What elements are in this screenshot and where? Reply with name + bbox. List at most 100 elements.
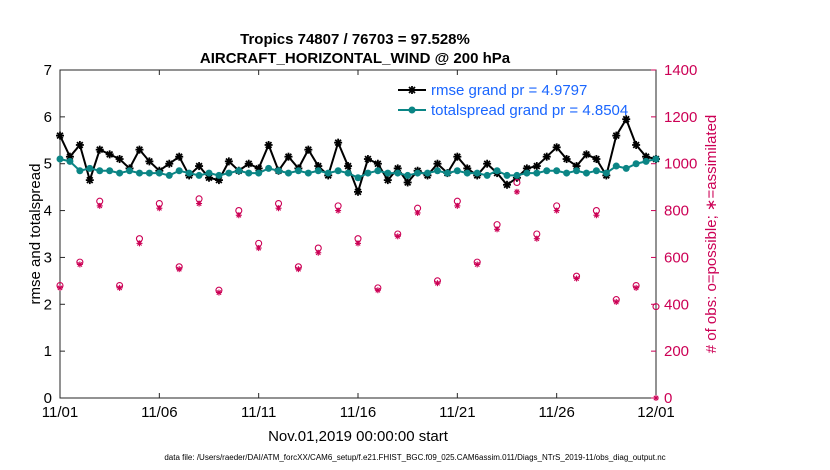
data-point bbox=[553, 167, 561, 175]
data-point bbox=[612, 162, 620, 170]
data-point bbox=[224, 157, 233, 166]
data-point bbox=[196, 200, 203, 207]
data-point bbox=[235, 212, 242, 219]
data-point bbox=[632, 160, 640, 168]
data-point bbox=[76, 167, 84, 175]
data-point bbox=[304, 169, 312, 177]
x-tick-label: 11/06 bbox=[141, 404, 177, 421]
data-point bbox=[364, 169, 372, 177]
y-right-tick-label: 1400 bbox=[664, 62, 697, 79]
data-point bbox=[335, 207, 342, 214]
y-right-tick-label: 1200 bbox=[664, 109, 697, 126]
y-axis-label: rmse and totalspread bbox=[27, 164, 44, 305]
x-tick-label: 11/11 bbox=[241, 404, 276, 421]
data-point bbox=[513, 178, 521, 187]
series-1 bbox=[56, 155, 660, 182]
legend-spread-label: totalspread grand pr = 4.8504 bbox=[431, 102, 628, 119]
data-point bbox=[373, 159, 382, 168]
data-point bbox=[215, 171, 223, 179]
data-point bbox=[115, 155, 124, 164]
data-point bbox=[443, 169, 451, 177]
data-point bbox=[265, 164, 273, 172]
data-point bbox=[543, 167, 551, 175]
data-point bbox=[116, 284, 123, 291]
data-point bbox=[553, 207, 560, 214]
legend: rmse grand pr = 4.9797 totalspread grand… bbox=[398, 82, 628, 119]
data-point bbox=[394, 233, 401, 240]
data-point bbox=[116, 169, 124, 177]
y-right-tick-label: 400 bbox=[664, 296, 689, 313]
footer-data-file: data file: /Users/raeder/DAI/ATM_forcXX/… bbox=[164, 453, 665, 462]
data-point bbox=[76, 261, 83, 268]
data-point bbox=[264, 140, 273, 149]
y-right-tick-label: 800 bbox=[664, 203, 689, 220]
data-point bbox=[494, 226, 501, 233]
data-point bbox=[175, 152, 184, 161]
y-axis-right-label: # of obs: o=possible; ∗=assimilated bbox=[703, 115, 720, 354]
data-point bbox=[652, 303, 660, 311]
data-point bbox=[523, 169, 531, 177]
data-point bbox=[563, 169, 571, 177]
data-point bbox=[533, 169, 541, 177]
data-point bbox=[75, 140, 84, 149]
data-point bbox=[176, 266, 183, 273]
data-point bbox=[85, 176, 94, 185]
y-right-tick-label: 0 bbox=[664, 390, 672, 407]
y-right-tick-label: 1000 bbox=[664, 156, 697, 173]
data-point bbox=[414, 209, 421, 216]
data-point bbox=[304, 145, 313, 154]
data-point bbox=[334, 138, 343, 147]
y-tick-label: 5 bbox=[44, 156, 52, 173]
data-point bbox=[56, 155, 64, 163]
chart-title: Tropics 74807 / 76703 = 97.528% bbox=[240, 31, 470, 48]
data-point bbox=[334, 167, 342, 175]
data-point bbox=[294, 167, 302, 175]
y-right-tick-label: 600 bbox=[664, 249, 689, 266]
data-point bbox=[394, 169, 402, 177]
data-point bbox=[632, 140, 641, 149]
data-point bbox=[344, 169, 352, 177]
data-point bbox=[374, 167, 382, 175]
data-point bbox=[562, 155, 571, 164]
plot-area bbox=[59, 69, 657, 399]
data-point bbox=[315, 249, 322, 256]
data-point bbox=[582, 169, 590, 177]
data-point bbox=[552, 143, 561, 152]
x-tick-label: 11/26 bbox=[538, 404, 574, 421]
data-point bbox=[503, 171, 511, 179]
data-point bbox=[66, 157, 74, 165]
data-point bbox=[454, 202, 461, 209]
x-tick-label: 11/21 bbox=[439, 404, 475, 421]
x-tick-label: 11/01 bbox=[42, 404, 78, 421]
data-point bbox=[424, 169, 432, 177]
data-point bbox=[592, 155, 601, 164]
data-point bbox=[573, 275, 580, 282]
y-tick-label: 1 bbox=[44, 343, 52, 360]
data-point bbox=[165, 159, 174, 168]
data-point bbox=[433, 159, 442, 168]
data-point bbox=[106, 167, 114, 175]
data-point bbox=[145, 169, 153, 177]
y-tick-label: 2 bbox=[44, 296, 52, 313]
data-point bbox=[314, 167, 322, 175]
data-point bbox=[195, 171, 203, 179]
y-tick-label: 6 bbox=[44, 109, 52, 126]
data-point bbox=[205, 169, 213, 177]
data-point bbox=[433, 167, 441, 175]
data-point bbox=[195, 162, 204, 171]
data-point bbox=[474, 261, 481, 268]
data-point bbox=[602, 169, 610, 177]
data-point bbox=[592, 167, 600, 175]
data-point bbox=[434, 280, 441, 287]
data-point bbox=[414, 169, 422, 177]
data-point bbox=[493, 167, 501, 175]
data-point bbox=[383, 176, 392, 185]
data-point bbox=[344, 162, 353, 171]
y-tick-label: 3 bbox=[44, 249, 52, 266]
data-point bbox=[155, 169, 163, 177]
data-point bbox=[463, 169, 471, 177]
data-point bbox=[95, 145, 104, 154]
y-axis-left: 0 1 2 3 4 5 6 7 bbox=[44, 62, 65, 407]
data-point bbox=[354, 187, 362, 196]
data-point bbox=[57, 284, 63, 291]
